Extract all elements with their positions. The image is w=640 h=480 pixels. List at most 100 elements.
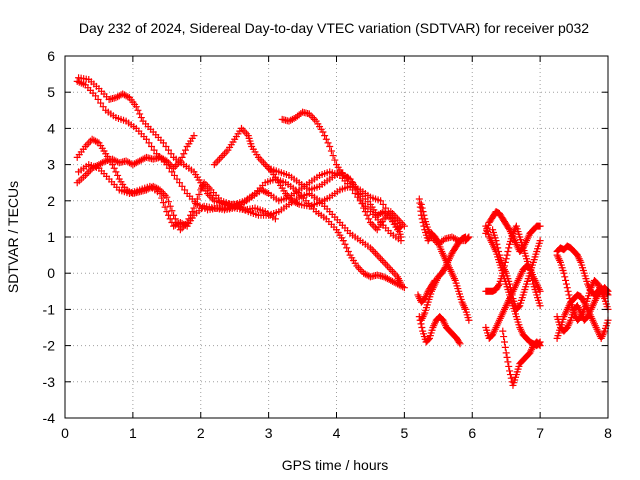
y-tick-label: 2 xyxy=(47,193,55,209)
y-axis-label: SDTVAR / TECUs xyxy=(5,181,21,293)
series-trace-4 xyxy=(73,132,198,187)
data-point xyxy=(94,95,102,103)
x-tick-label: 3 xyxy=(265,425,273,441)
data-point xyxy=(343,244,351,252)
data-point xyxy=(455,338,463,346)
series-trace-19 xyxy=(489,226,544,313)
data-point xyxy=(137,114,145,122)
data-point xyxy=(112,157,120,165)
x-tick-label: 1 xyxy=(129,425,137,441)
data-point xyxy=(168,207,176,215)
data-point xyxy=(495,281,503,289)
data-point xyxy=(241,128,249,136)
data-point xyxy=(536,222,544,230)
data-point xyxy=(261,161,269,169)
series-trace-2 xyxy=(75,74,408,292)
data-point xyxy=(99,103,107,111)
data-point xyxy=(125,159,133,167)
data-point xyxy=(440,265,448,273)
series-trace-8 xyxy=(265,164,405,234)
data-point xyxy=(392,213,400,221)
data-point xyxy=(170,164,178,172)
data-point xyxy=(375,253,383,261)
data-point xyxy=(506,367,514,375)
data-point xyxy=(83,141,91,149)
data-point xyxy=(508,291,516,299)
data-point xyxy=(173,161,181,169)
x-tick-label: 8 xyxy=(604,425,612,441)
data-point xyxy=(150,146,158,154)
data-point xyxy=(500,333,508,341)
data-point xyxy=(204,182,212,190)
data-point xyxy=(378,209,386,217)
data-point xyxy=(461,233,469,241)
data-point xyxy=(390,269,398,277)
axis-ticks xyxy=(64,55,609,419)
data-points xyxy=(73,74,612,389)
data-point xyxy=(178,153,186,161)
data-point xyxy=(166,215,174,223)
x-tick-label: 5 xyxy=(400,425,408,441)
tick-labels: 0 1 2 3 4 5 6 7 8 -4 -3 -2 -1 0 1 2 3 4 5 6 xyxy=(43,48,613,441)
data-point xyxy=(555,255,563,263)
data-point xyxy=(310,115,318,123)
data-point xyxy=(324,139,332,147)
x-tick-label: 4 xyxy=(333,425,341,441)
data-point xyxy=(180,220,188,228)
data-point xyxy=(192,200,200,208)
data-point xyxy=(166,202,174,210)
data-point xyxy=(377,197,385,205)
data-point xyxy=(505,362,513,370)
data-point xyxy=(258,157,266,165)
data-point xyxy=(341,240,349,248)
data-point xyxy=(504,358,512,366)
data-point xyxy=(114,171,122,179)
y-tick-label: 5 xyxy=(47,84,55,100)
y-tick-label: -2 xyxy=(43,338,56,354)
y-tick-label: 4 xyxy=(47,120,55,136)
data-point xyxy=(173,175,181,183)
y-tick-label: 3 xyxy=(47,157,55,173)
data-point xyxy=(494,244,502,252)
data-point xyxy=(418,204,426,212)
series-trace-13 xyxy=(414,276,439,306)
data-point xyxy=(370,247,378,255)
data-point xyxy=(195,190,203,198)
data-point xyxy=(97,99,105,107)
series-trace-16 xyxy=(482,208,544,255)
data-point xyxy=(165,211,173,219)
data-point xyxy=(159,139,167,147)
data-point xyxy=(321,132,329,140)
data-point xyxy=(383,262,391,270)
series-trace-3 xyxy=(73,135,405,245)
data-point xyxy=(260,159,268,167)
data-point xyxy=(124,93,132,101)
data-point xyxy=(460,302,468,310)
y-tick-label: -3 xyxy=(43,374,56,390)
data-point xyxy=(495,247,503,255)
series-trace-17 xyxy=(482,262,544,342)
data-point xyxy=(417,200,425,208)
data-point xyxy=(372,249,380,257)
data-point xyxy=(329,152,337,160)
data-point xyxy=(83,170,91,178)
data-point xyxy=(425,335,433,343)
data-point xyxy=(176,179,184,187)
data-point xyxy=(271,215,279,223)
data-point xyxy=(322,135,330,143)
data-point xyxy=(536,302,544,310)
data-point xyxy=(431,276,439,284)
data-point xyxy=(171,162,179,170)
data-point xyxy=(562,280,570,288)
data-point xyxy=(346,175,354,183)
data-point xyxy=(507,287,515,295)
data-point xyxy=(178,182,186,190)
data-point xyxy=(309,114,317,122)
data-point xyxy=(327,147,335,155)
data-point xyxy=(502,349,510,357)
data-point xyxy=(499,327,507,335)
data-point xyxy=(167,150,175,158)
data-point xyxy=(132,103,140,111)
data-point xyxy=(263,189,271,197)
data-point xyxy=(170,171,178,179)
